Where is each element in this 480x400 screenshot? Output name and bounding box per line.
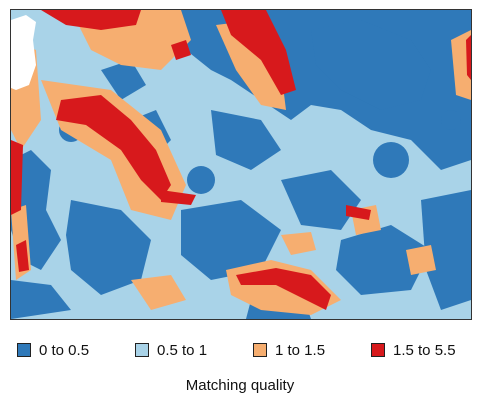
legend-item-0.5-to-1: 0.5 to 1	[135, 339, 207, 361]
legend: 0 to 0.5 0.5 to 1 1 to 1.5 1.5 to 5.5	[0, 339, 480, 361]
red-regions	[11, 10, 471, 310]
legend-item-1.5-to-5.5: 1.5 to 5.5	[371, 339, 456, 361]
legend-label: 1.5 to 5.5	[393, 341, 456, 359]
orange-swatch-icon	[253, 343, 267, 357]
legend-label: 1 to 1.5	[275, 341, 326, 359]
light-blue-swatch-icon	[135, 343, 149, 357]
dark-blue-swatch-icon	[17, 343, 31, 357]
matching-quality-map	[10, 9, 472, 320]
legend-label: 0 to 0.5	[39, 341, 90, 359]
legend-title: Matching quality	[185, 377, 295, 394]
legend-label: 0.5 to 1	[157, 341, 208, 359]
land-area	[11, 15, 36, 90]
map-canvas	[11, 10, 471, 319]
legend-item-0-to-0.5: 0 to 0.5	[17, 339, 89, 361]
legend-item-1-to-1.5: 1 to 1.5	[253, 339, 325, 361]
red-swatch-icon	[371, 343, 385, 357]
